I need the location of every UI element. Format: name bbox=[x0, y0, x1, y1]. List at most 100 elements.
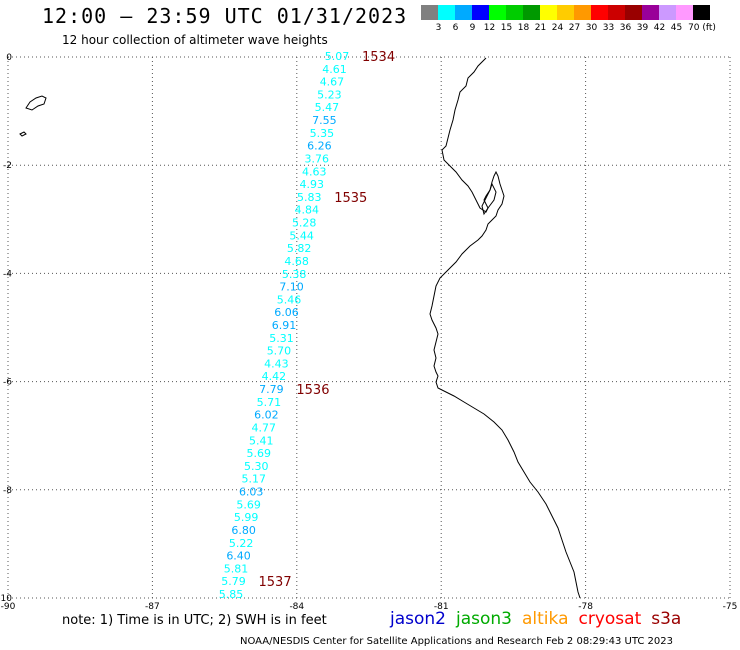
pass-time-label: 1537 bbox=[259, 575, 292, 590]
wave-height-value: 6.03 bbox=[239, 486, 264, 499]
wave-height-value: 5.69 bbox=[236, 498, 261, 511]
wave-height-value: 6.06 bbox=[274, 306, 299, 319]
x-tick-label: -87 bbox=[145, 602, 160, 612]
legend-label: 45 bbox=[670, 23, 683, 33]
x-tick-label: -90 bbox=[1, 602, 16, 612]
galapagos-island-small bbox=[19, 131, 27, 137]
altimeter-track: 5.074.614.675.235.477.555.356.263.764.63… bbox=[219, 50, 350, 601]
galapagos-island-large bbox=[25, 95, 47, 111]
legend-label: 30 bbox=[585, 23, 598, 33]
legend-swatch bbox=[676, 5, 693, 20]
wave-height-value: 7.10 bbox=[279, 281, 304, 294]
satellite-label: s3a bbox=[651, 609, 682, 629]
wave-height-value: 5.71 bbox=[257, 396, 282, 409]
legend-label: 24 bbox=[551, 23, 564, 33]
wave-height-value: 7.79 bbox=[259, 383, 284, 396]
legend-label: 70 (ft) bbox=[688, 23, 716, 33]
legend-label: 12 bbox=[483, 23, 496, 33]
wave-height-value: 5.46 bbox=[277, 293, 302, 306]
units-note: note: 1) Time is in UTC; 2) SWH is in fe… bbox=[62, 613, 327, 628]
legend-label: 18 bbox=[517, 23, 530, 33]
wave-height-value: 3.76 bbox=[305, 152, 330, 165]
x-tick-label: -78 bbox=[578, 602, 593, 612]
legend-swatch bbox=[642, 5, 659, 20]
pass-time-label: 1534 bbox=[362, 50, 395, 65]
legend-swatch bbox=[540, 5, 557, 20]
legend-swatch bbox=[659, 5, 676, 20]
wave-height-value: 5.99 bbox=[234, 511, 259, 524]
legend-swatch bbox=[438, 5, 455, 20]
wave-height-value: 4.93 bbox=[300, 178, 325, 191]
legend-swatch bbox=[693, 5, 710, 20]
satellite-label: jason2 bbox=[390, 609, 446, 629]
legend-swatch bbox=[455, 5, 472, 20]
wave-height-value: 4.68 bbox=[284, 255, 309, 268]
y-tick-label: -4 bbox=[3, 269, 12, 279]
legend-label: 21 bbox=[534, 23, 547, 33]
wave-height-value: 5.35 bbox=[310, 127, 335, 140]
x-tick-label: -81 bbox=[434, 602, 449, 612]
wave-height-value: 6.26 bbox=[307, 140, 332, 153]
wave-height-value: 5.47 bbox=[315, 101, 340, 114]
legend-swatch bbox=[523, 5, 540, 20]
wave-height-value: 6.91 bbox=[272, 319, 297, 332]
legend-swatch bbox=[574, 5, 591, 20]
legend-swatch bbox=[421, 5, 438, 20]
legend-label: 3 bbox=[435, 23, 442, 33]
wave-height-value: 5.85 bbox=[219, 588, 244, 601]
wave-height-value: 4.61 bbox=[322, 63, 347, 76]
y-tick-label: -10 bbox=[0, 594, 12, 604]
wave-height-value: 5.82 bbox=[287, 242, 312, 255]
wave-height-value: 5.30 bbox=[244, 460, 269, 473]
pass-time-labels: 1534 1535 1536 1537 bbox=[259, 50, 396, 590]
wave-height-value: 5.38 bbox=[282, 268, 307, 281]
legend-swatch bbox=[625, 5, 642, 20]
wave-height-value: 5.22 bbox=[229, 537, 254, 550]
wave-height-value: 4.42 bbox=[262, 370, 287, 383]
wave-height-value: 5.81 bbox=[224, 562, 249, 575]
legend-swatch bbox=[591, 5, 608, 20]
satellite-label: cryosat bbox=[578, 609, 642, 629]
y-tick-label: -6 bbox=[3, 378, 12, 388]
legend-swatch bbox=[608, 5, 625, 20]
wave-height-value: 5.69 bbox=[247, 447, 272, 460]
wave-height-value: 5.28 bbox=[292, 217, 317, 230]
legend-label: 15 bbox=[500, 23, 513, 33]
map-subtitle: 12 hour collection of altimeter wave hei… bbox=[62, 33, 328, 47]
wave-height-value: 4.67 bbox=[320, 76, 345, 89]
satellite-legend: jason2 jason3 altika cryosat s3a bbox=[390, 609, 691, 629]
legend-label: 27 bbox=[568, 23, 581, 33]
pass-time-label: 1536 bbox=[296, 383, 329, 398]
wave-height-value: 5.23 bbox=[317, 88, 342, 101]
wave-height-value: 4.43 bbox=[264, 357, 289, 370]
y-tick-label: -2 bbox=[3, 161, 12, 171]
legend-label: 42 bbox=[653, 23, 666, 33]
satellite-label: altika bbox=[522, 609, 569, 629]
axis-labels: -90 -87 -84 -81 -78 -75 0 -2 -4 -6 -8 -10 bbox=[0, 53, 737, 612]
wave-height-value: 5.44 bbox=[289, 229, 314, 242]
gulf-island bbox=[481, 182, 497, 216]
wave-height-value: 5.41 bbox=[249, 434, 274, 447]
legend-label: 6 bbox=[452, 23, 459, 33]
wave-height-value: 5.79 bbox=[221, 575, 246, 588]
wave-height-value: 4.77 bbox=[252, 421, 277, 434]
y-tick-label: -8 bbox=[3, 486, 12, 496]
map-grid bbox=[7, 56, 731, 599]
wave-height-value: 5.70 bbox=[267, 345, 292, 358]
x-tick-label: -75 bbox=[723, 602, 738, 612]
wave-height-value: 6.02 bbox=[254, 409, 279, 422]
legend-label: 33 bbox=[602, 23, 615, 33]
wave-height-value: 7.55 bbox=[312, 114, 337, 127]
legend-label: 9 bbox=[469, 23, 476, 33]
legend-swatch bbox=[489, 5, 506, 20]
legend-label: 36 bbox=[619, 23, 632, 33]
x-tick-label: -84 bbox=[289, 602, 304, 612]
wave-height-value: 5.07 bbox=[325, 50, 350, 63]
satellite-label: jason3 bbox=[456, 609, 512, 629]
coastline bbox=[19, 57, 581, 599]
wave-height-value: 6.40 bbox=[226, 550, 251, 563]
map-title: 12:00 – 23:59 UTC 01/31/2023 bbox=[42, 4, 408, 28]
wave-height-value: 5.31 bbox=[269, 332, 294, 345]
legend-label: 39 bbox=[636, 23, 649, 33]
